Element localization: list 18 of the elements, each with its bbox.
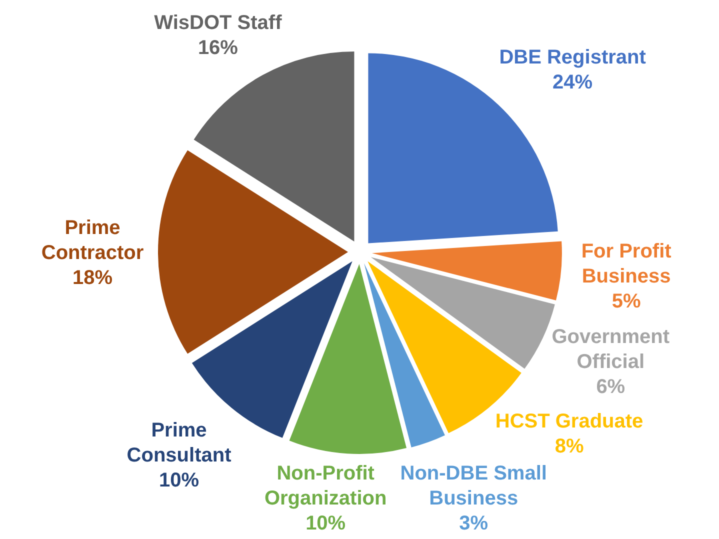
data-label: 10% (306, 512, 346, 534)
data-label: 16% (198, 36, 238, 59)
slice-label: DBE Registrant (499, 46, 646, 68)
slice-label: WisDOT Staff (154, 12, 282, 34)
slice-label: Non-Profit Organization (264, 462, 387, 510)
slice-label: Prime Consultant (126, 419, 232, 466)
data-label: 24% (552, 71, 593, 94)
data-label: 8% (554, 436, 584, 458)
data-label: 10% (159, 469, 200, 492)
slice-label: Prime Contractor (41, 217, 144, 264)
slice-label: Non-DBE Small Business (400, 462, 547, 510)
data-label: 3% (459, 512, 488, 534)
slice-label: For Profit Business (581, 240, 672, 288)
slice-label: Government Official (552, 326, 670, 374)
data-label: 6% (596, 376, 626, 398)
data-label: 5% (612, 290, 641, 312)
slice-label: HCST Graduate (495, 410, 644, 432)
data-label: 18% (72, 267, 113, 289)
